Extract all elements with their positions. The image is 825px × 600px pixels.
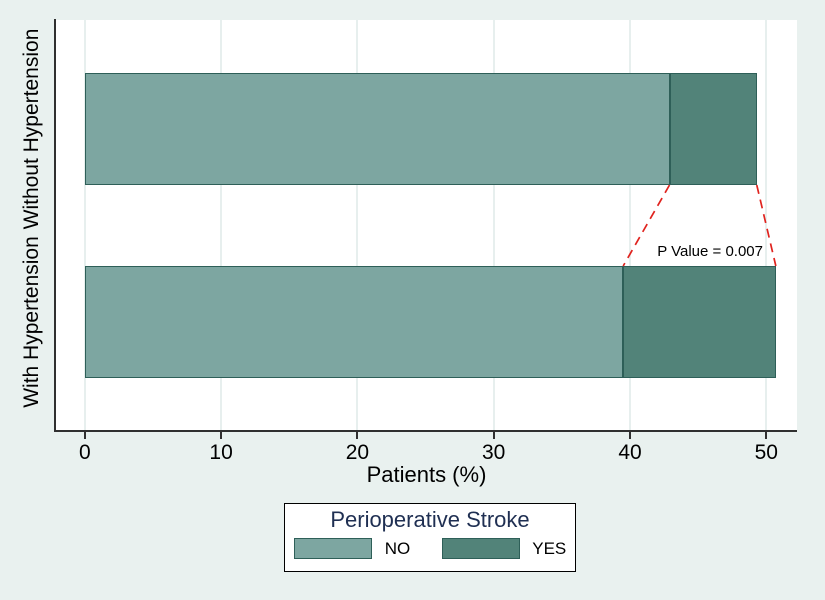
bar-with-hypertension-yes xyxy=(623,266,776,378)
legend: Perioperative Stroke NO YES xyxy=(284,503,576,572)
gridline xyxy=(356,20,359,430)
p-value-annotation: P Value = 0.007 xyxy=(657,243,763,260)
y-category-label-with-hypertension: With Hypertension xyxy=(20,236,43,408)
x-tick-label: 50 xyxy=(754,441,778,464)
legend-row: NO YES xyxy=(285,538,575,559)
plot-area: P Value = 0.007 xyxy=(56,20,797,430)
legend-swatch-no xyxy=(293,538,372,559)
gridline xyxy=(492,20,495,430)
connector-lines xyxy=(622,184,777,267)
gridline xyxy=(765,20,768,430)
y-category-label-without-hypertension: Without Hypertension xyxy=(20,28,43,230)
x-tick-mark xyxy=(492,432,495,439)
x-tick-mark xyxy=(83,432,86,439)
x-axis-ticks: 0 10 20 30 40 50 xyxy=(56,432,797,472)
bar-with-hypertension-no xyxy=(84,266,624,378)
x-axis-line xyxy=(54,430,797,432)
gridline xyxy=(220,20,223,430)
x-tick-mark xyxy=(765,432,768,439)
y-axis-line xyxy=(54,19,56,432)
bar-without-hypertension-yes xyxy=(669,73,757,185)
x-tick-label: 20 xyxy=(345,441,370,464)
bar-without-hypertension-no xyxy=(84,73,670,185)
x-tick-label: 0 xyxy=(78,441,91,464)
gridline xyxy=(629,20,631,430)
x-tick-mark xyxy=(629,432,631,439)
x-tick-mark xyxy=(356,432,359,439)
x-axis-title: Patients (%) xyxy=(366,462,487,487)
x-tick-mark xyxy=(220,432,223,439)
x-tick-label: 30 xyxy=(482,441,506,464)
connector-line-left xyxy=(622,184,671,267)
x-tick-label: 40 xyxy=(618,441,642,464)
legend-swatch-yes xyxy=(442,538,521,559)
gridline xyxy=(83,20,86,430)
legend-label-yes: YES xyxy=(532,538,567,558)
legend-title: Perioperative Stroke xyxy=(330,507,530,532)
x-tick-label: 10 xyxy=(209,441,233,464)
legend-label-no: NO xyxy=(384,538,411,558)
